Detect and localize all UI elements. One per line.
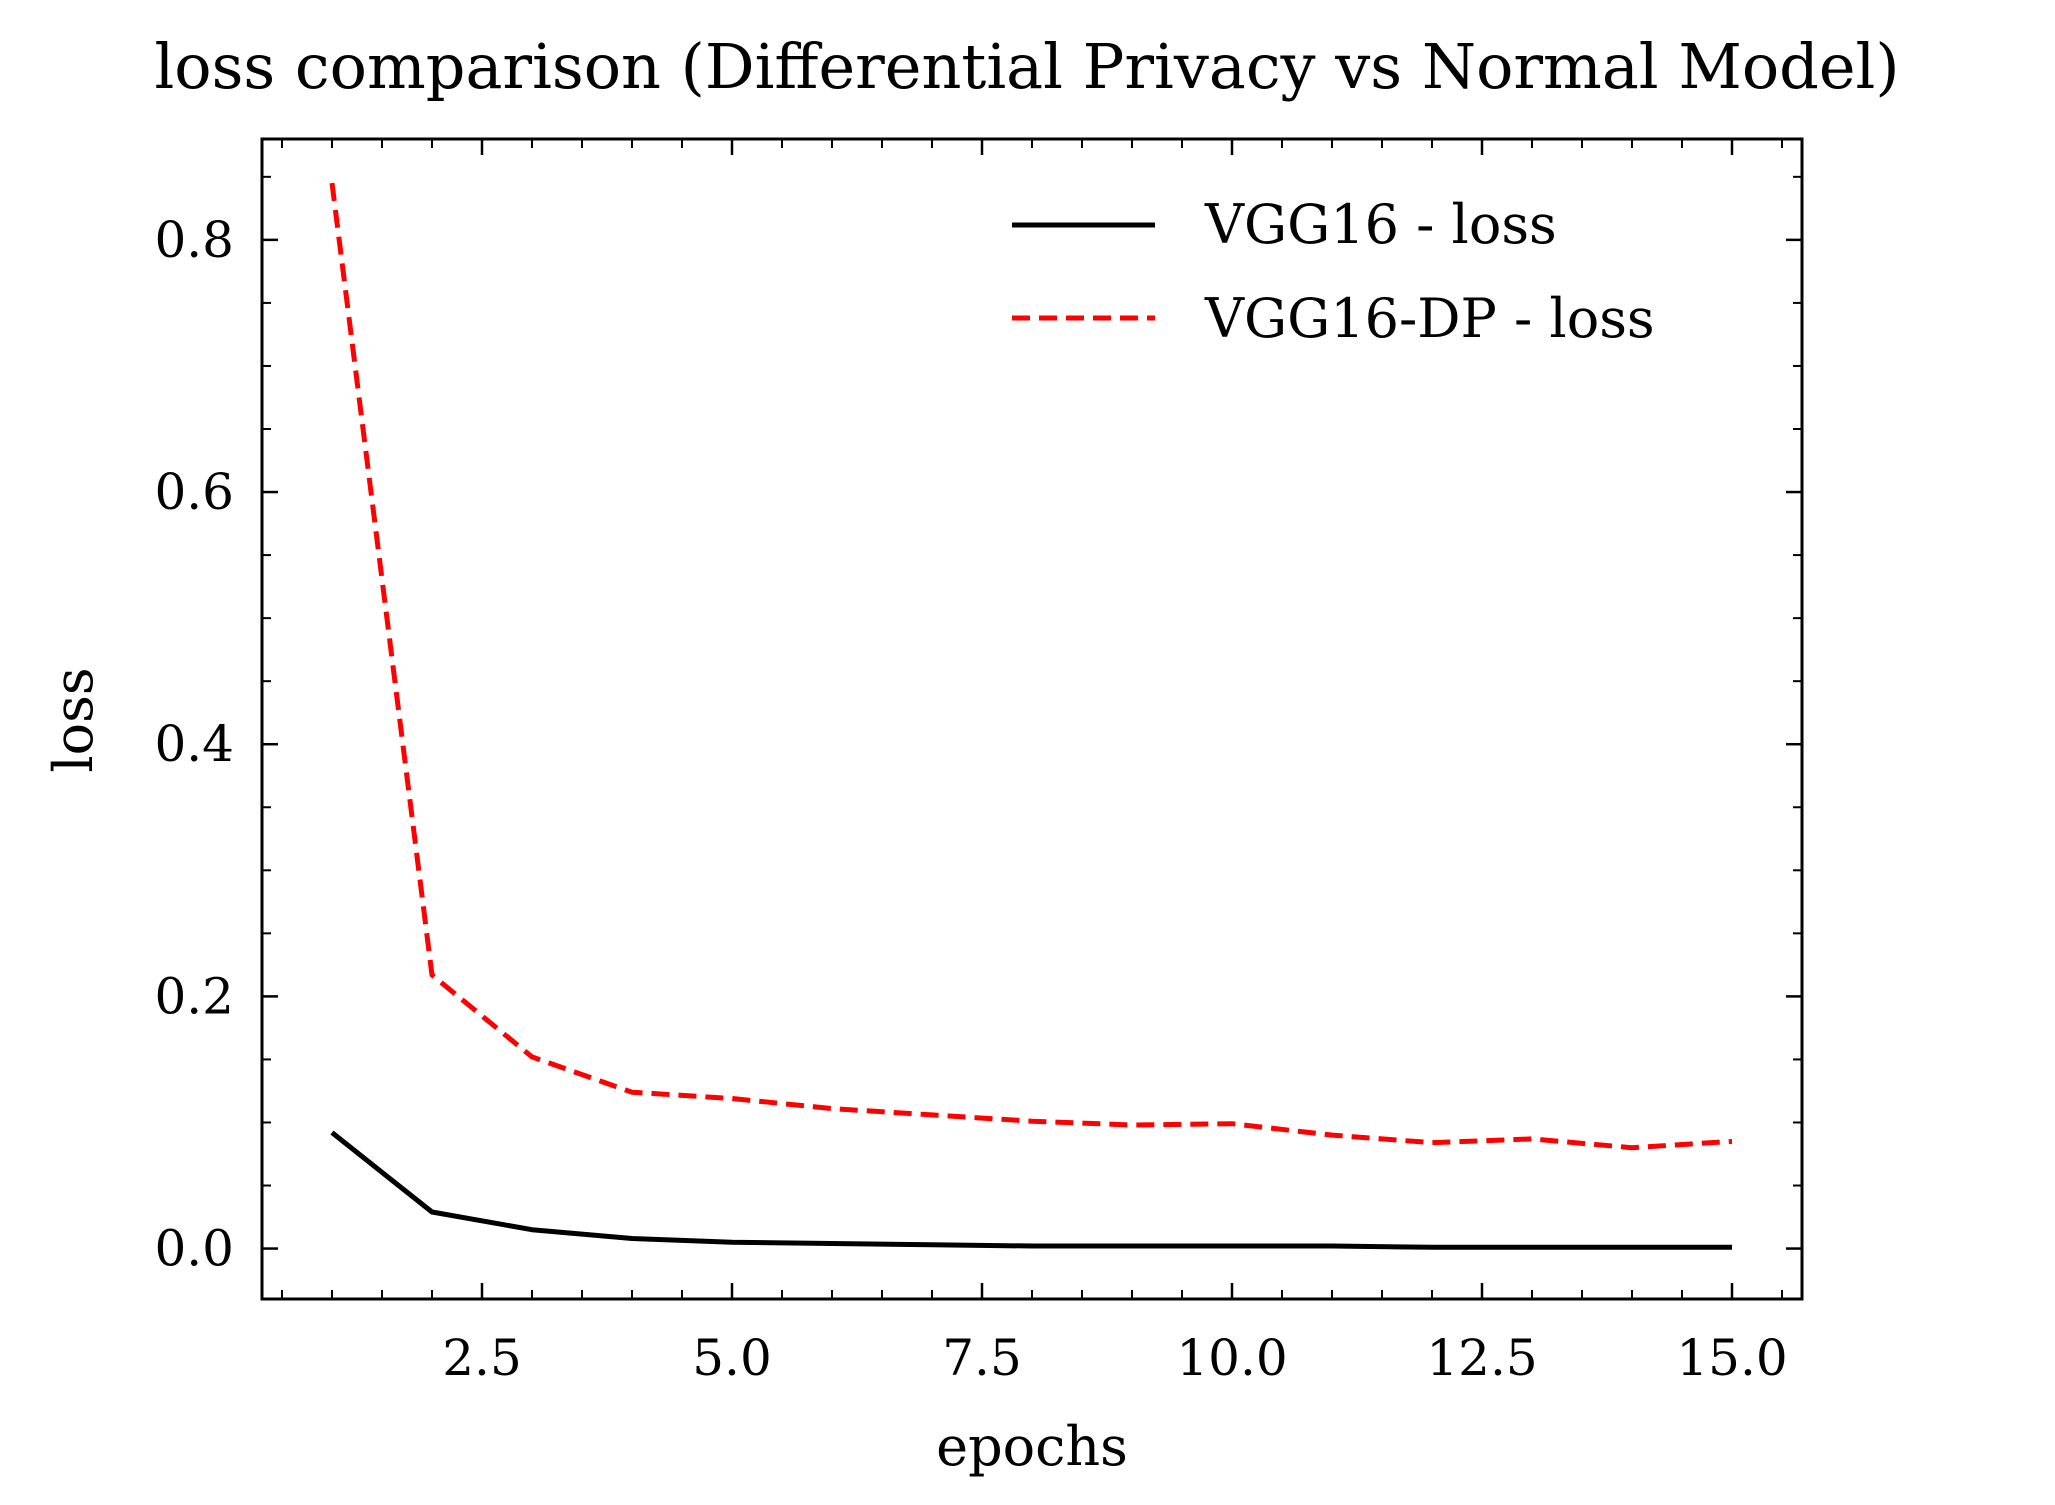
x-tick-label: 2.5 bbox=[442, 1329, 522, 1387]
x-tick-label: 5.0 bbox=[692, 1329, 772, 1387]
y-axis-label: loss bbox=[42, 667, 105, 772]
series-lines bbox=[329, 182, 1733, 1250]
x-tick-label: 7.5 bbox=[942, 1329, 1022, 1387]
legend: VGG16 - loss VGG16-DP - loss bbox=[1012, 193, 1655, 350]
x-tick-label: 15.0 bbox=[1676, 1329, 1787, 1387]
x-tick-label: 12.5 bbox=[1426, 1329, 1537, 1387]
x-tick-label: 10.0 bbox=[1176, 1329, 1287, 1387]
legend-label-vgg16: VGG16 - loss bbox=[1204, 193, 1557, 256]
y-tick-label: 0.6 bbox=[154, 463, 234, 521]
y-tick-label: 0.8 bbox=[154, 211, 234, 269]
x-axis-label: epochs bbox=[936, 1415, 1128, 1478]
y-tick-label: 0.2 bbox=[154, 967, 234, 1025]
chart-title: loss comparison (Differential Privacy vs… bbox=[154, 30, 1899, 103]
series-line-vgg16-loss bbox=[330, 1130, 1732, 1250]
legend-label-vgg16-dp: VGG16-DP - loss bbox=[1204, 287, 1655, 350]
y-tick-label: 0.4 bbox=[154, 715, 234, 773]
axis-ticks: 2.5 5.0 7.5 10.0 12.5 15.0 0.0 0.2 0.4 0.6 0.8 bbox=[154, 139, 1802, 1387]
y-tick-label: 0.0 bbox=[154, 1220, 234, 1278]
series-line-vgg16-dp-loss bbox=[329, 182, 1733, 1151]
